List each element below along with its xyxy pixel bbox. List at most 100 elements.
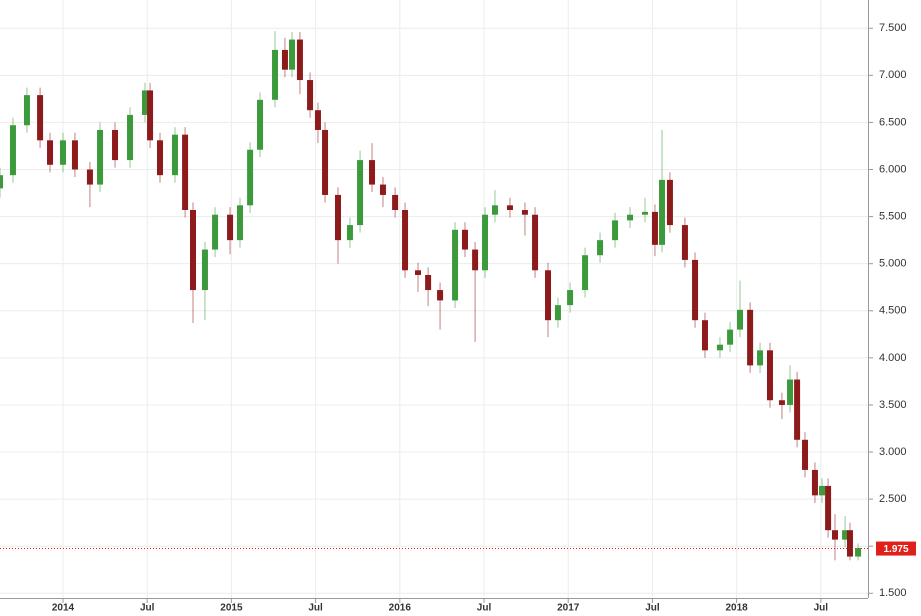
x-tick-label: 2017: [557, 603, 580, 614]
candle-body: [612, 220, 619, 241]
candle-body: [757, 350, 764, 366]
candle-body: [659, 179, 666, 245]
candle-body: [357, 160, 364, 226]
candle-body: [112, 129, 119, 161]
candle-body: [425, 274, 432, 291]
candle-body: [855, 548, 862, 557]
candle-body: [147, 90, 154, 141]
y-tick-label: 2.500: [879, 493, 907, 505]
x-tick-label: Jul: [308, 603, 323, 614]
candle-body: [491, 205, 498, 215]
candle-body: [212, 214, 219, 250]
candle-body: [811, 469, 818, 496]
candle-body: [272, 49, 279, 100]
candle-body: [97, 129, 104, 185]
candle-body: [37, 95, 44, 141]
x-tick-label: Jul: [477, 603, 492, 614]
candle-body: [846, 530, 853, 557]
candle-body: [482, 214, 489, 271]
x-tick-label: Jul: [814, 603, 829, 614]
candle-body: [651, 211, 658, 245]
candle-body: [0, 175, 3, 189]
candle-body: [521, 210, 528, 215]
candle-body: [314, 110, 321, 130]
last-price-label: 1.975: [883, 544, 908, 555]
candle-body: [296, 39, 303, 81]
candle-body: [545, 270, 552, 321]
candle-body: [794, 379, 801, 440]
candle-body: [597, 240, 604, 256]
x-tick-label: 2018: [726, 603, 749, 614]
candle-body: [369, 160, 376, 185]
y-tick-label: 7.000: [879, 69, 907, 81]
candle-body: [182, 134, 189, 211]
candle-body: [666, 179, 673, 226]
candle-body: [819, 485, 826, 496]
candle-body: [727, 329, 734, 345]
y-tick-label: 4.000: [879, 352, 907, 364]
candle-body: [127, 114, 134, 161]
y-tick-label: 6.500: [879, 116, 907, 128]
candle-body: [716, 344, 723, 351]
candle-body: [257, 99, 264, 150]
y-tick-label: 5.500: [879, 211, 907, 223]
candle-body: [86, 169, 93, 185]
candle-body: [346, 225, 353, 241]
x-tick-label: 2014: [52, 603, 75, 614]
candle-body: [47, 140, 54, 165]
candle-body: [567, 290, 574, 306]
candle-body: [227, 214, 234, 241]
candle-body: [335, 194, 342, 241]
candle-body: [802, 439, 809, 470]
candle-body: [142, 90, 149, 115]
y-tick-label: 3.500: [879, 399, 907, 411]
x-tick-label: 2016: [389, 603, 412, 614]
candle-body: [171, 134, 178, 176]
candle-body: [842, 530, 849, 540]
candle-body: [437, 290, 444, 301]
candle-body: [322, 129, 329, 195]
y-tick-label: 1.500: [879, 587, 907, 599]
candle-body: [9, 125, 16, 176]
candle-body: [627, 214, 634, 221]
candle-body: [71, 140, 78, 170]
x-tick-label: 2015: [220, 603, 243, 614]
candle-body: [156, 140, 163, 176]
candle-body: [692, 259, 699, 321]
candle-body: [379, 184, 386, 195]
candle-body: [236, 205, 243, 241]
candle-body: [766, 350, 773, 401]
x-tick-label: Jul: [140, 603, 155, 614]
candle-body: [532, 214, 539, 271]
candle-body: [825, 485, 832, 531]
y-tick-label: 6.000: [879, 163, 907, 175]
candle-body: [452, 229, 459, 301]
candle-body: [747, 309, 754, 366]
candle-body: [289, 39, 296, 70]
candle-body: [23, 95, 30, 126]
candle-body: [247, 149, 254, 206]
candle-body: [831, 530, 838, 540]
y-tick-label: 5.000: [879, 258, 907, 270]
candle-body: [554, 305, 561, 321]
y-tick-label: 3.000: [879, 446, 907, 458]
candle-body: [701, 320, 708, 351]
y-tick-label: 7.500: [879, 22, 907, 34]
candle-body: [472, 249, 479, 271]
candle-body: [201, 249, 208, 291]
candle-body: [681, 225, 688, 260]
candle-body: [778, 400, 785, 405]
candle-body: [582, 255, 589, 291]
last-price-box: [876, 541, 916, 556]
candle-body: [307, 80, 314, 111]
candle-body: [506, 205, 513, 211]
candle-body: [415, 270, 422, 275]
candle-body: [402, 210, 409, 271]
x-tick-label: Jul: [645, 603, 660, 614]
candle-body: [642, 211, 649, 215]
candle-body: [190, 210, 197, 291]
candle-body: [59, 140, 66, 165]
y-tick-label: 4.500: [879, 305, 907, 317]
candle-body: [281, 49, 288, 70]
